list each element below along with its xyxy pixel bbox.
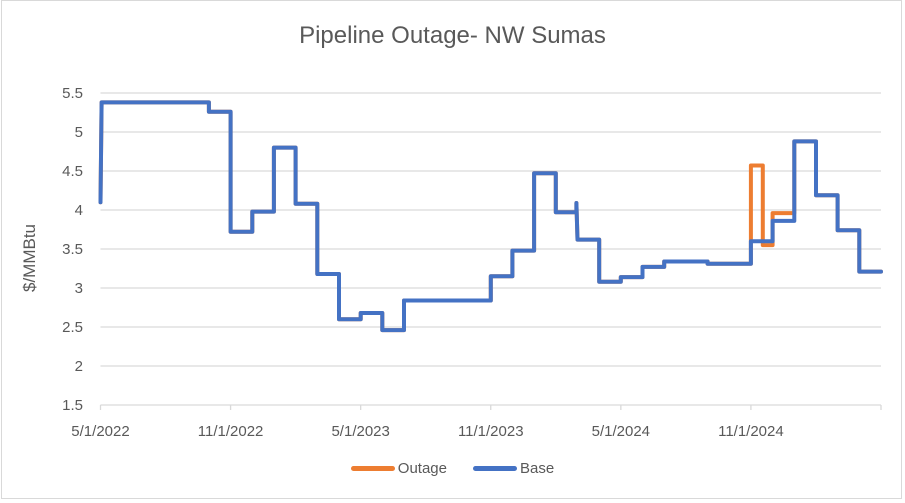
y-tick-label: 5 [75,124,83,141]
series-line-base [98,100,883,333]
y-tick-label: 2 [75,358,83,375]
x-axis: 5/1/2022 11/1/2022 5/1/2023 11/1/2023 5/1/20… [71,404,882,440]
legend-label-outage: Outage [397,460,447,477]
series-lines [98,100,883,333]
x-tick-label: 11/1/2022 [198,423,264,440]
chart-title: Pipeline Outage- NW Sumas [299,22,606,49]
y-tick-label: 3.5 [62,241,83,258]
legend: Outage Base [0,460,905,477]
x-tick-label: 11/1/2024 [718,423,784,440]
outage-swatch-icon [350,466,395,471]
y-tick-label: 5.5 [62,85,83,102]
y-tick-label: 4 [75,202,83,219]
legend-label-base: Base [520,460,555,477]
legend-item-outage: Outage [350,460,447,477]
x-tick-label: 5/1/2024 [592,423,650,440]
y-tick-label: 2.5 [62,319,83,336]
y-tick-label: 1.5 [62,397,83,414]
x-tick-label: 5/1/2023 [331,423,389,440]
y-tick-label: 3 [75,280,83,297]
legend-item-base: Base [473,460,554,477]
y-tick-label: 4.5 [62,163,83,180]
x-tick-label: 11/1/2023 [458,423,524,440]
base-swatch-icon [473,466,517,471]
x-tick-label: 5/1/2022 [71,423,129,440]
y-axis-ticks: 5.5 5 4.5 4 3.5 3 2.5 2 1.5 [62,85,83,414]
